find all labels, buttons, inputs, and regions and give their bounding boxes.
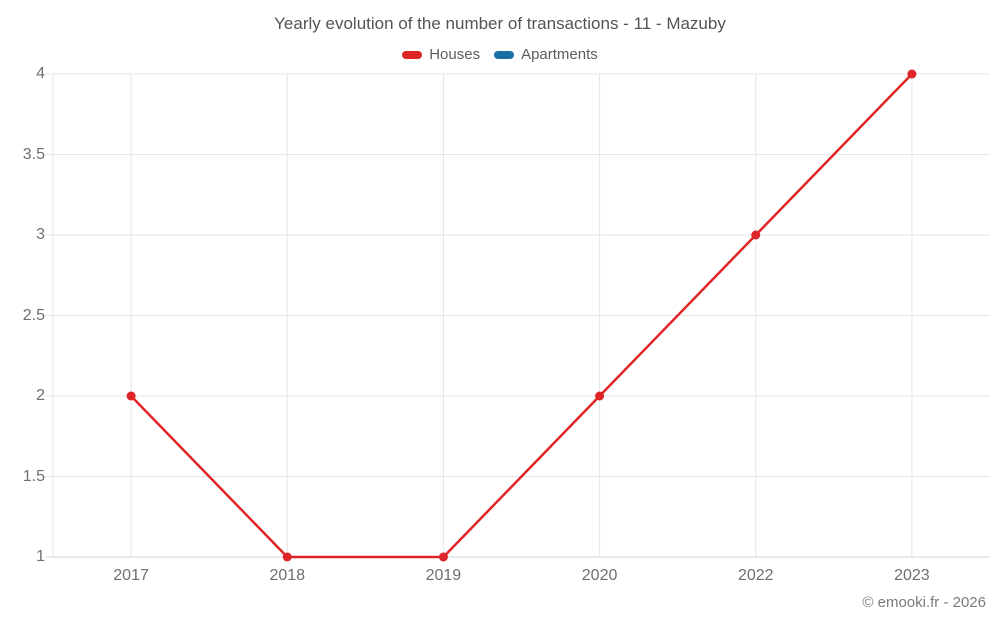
legend-label-houses: Houses [429, 46, 481, 63]
houses-series-swatch-icon [402, 50, 423, 59]
y-tick-label: 3.5 [22, 145, 45, 163]
y-tick-label: 2 [36, 387, 45, 404]
grid-layer [45, 73, 990, 558]
data-point-marker[interactable] [126, 391, 136, 401]
legend-item-houses[interactable]: Houses [402, 46, 480, 63]
data-point-marker[interactable] [595, 391, 605, 401]
x-tick-label: 2017 [113, 567, 149, 584]
y-tick-label: 1 [36, 548, 45, 565]
legend: Houses Apartments [0, 46, 1000, 63]
footer-credit: © emooki.fr - 2026 [862, 594, 986, 611]
chart-title: Yearly evolution of the number of transa… [274, 14, 726, 33]
data-point-marker[interactable] [751, 230, 761, 240]
x-tick-label: 2023 [894, 567, 930, 584]
x-tick-label: 2020 [581, 567, 618, 584]
x-tick-label: 2018 [269, 567, 306, 584]
y-tick-label: 3 [36, 226, 45, 243]
y-tick-label: 2.5 [22, 306, 45, 324]
apartments-series-swatch-icon [494, 50, 515, 59]
legend-item-apartments[interactable]: Apartments [494, 46, 598, 63]
x-tick-label: 2019 [425, 567, 462, 584]
x-tick-label: 2022 [737, 567, 774, 584]
data-point-marker[interactable] [438, 552, 448, 562]
y-tick-label: 4 [36, 65, 45, 82]
data-point-marker[interactable] [282, 552, 292, 562]
series-layer [126, 69, 917, 562]
y-tick-label: 1.5 [22, 467, 45, 485]
legend-label-apartments: Apartments [521, 46, 598, 63]
series-line-houses [130, 73, 913, 559]
data-point-marker[interactable] [907, 69, 917, 79]
